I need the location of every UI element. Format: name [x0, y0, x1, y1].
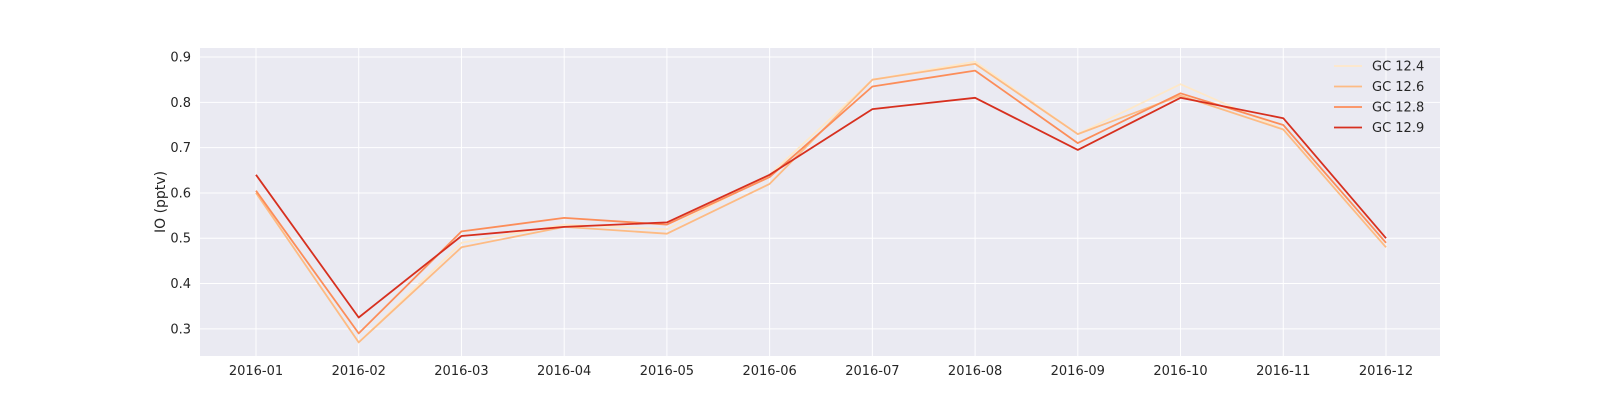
x-tick-label: 2016-03: [434, 364, 488, 379]
x-tick-label: 2016-12: [1359, 364, 1413, 379]
legend-label: GC 12.8: [1372, 101, 1424, 116]
y-tick-labels: 0.3 0.4 0.5 0.6 0.7 0.8 0.9: [170, 51, 191, 338]
x-tick-label: 2016-09: [1051, 364, 1105, 379]
legend-label: GC 12.9: [1372, 121, 1424, 136]
x-tick-label: 2016-05: [640, 364, 694, 379]
grid-lines: [200, 48, 1440, 356]
series-line-4: [255, 96, 1387, 319]
y-tick-label: 0.7: [170, 141, 191, 156]
x-tick-label: 2016-08: [948, 364, 1002, 379]
x-tick-label: 2016-01: [229, 364, 283, 379]
y-tick-label: 0.4: [170, 277, 191, 292]
x-tick-label: 2016-02: [332, 364, 386, 379]
legend-label: GC 12.4: [1372, 60, 1424, 75]
y-tick-label: 0.5: [170, 232, 191, 247]
x-tick-labels: 2016-01 2016-02 2016-03 2016-04 2016-05 2016-…: [229, 364, 1413, 379]
series-line-3: [255, 69, 1387, 335]
legend-label: GC 12.6: [1372, 80, 1424, 95]
legend: GC 12.4 GC 12.6 GC 12.8 GC 12.9: [1334, 60, 1424, 136]
y-tick-label: 0.9: [170, 51, 191, 66]
x-tick-label: 2016-06: [742, 364, 796, 379]
y-tick-label: 0.3: [170, 322, 191, 337]
y-tick-label: 0.6: [170, 186, 191, 201]
y-axis-label: IO (pptv): [153, 171, 169, 233]
x-tick-label: 2016-11: [1256, 364, 1310, 379]
x-tick-label: 2016-07: [845, 364, 899, 379]
x-tick-label: 2016-04: [537, 364, 591, 379]
plot-background: [200, 48, 1440, 356]
x-tick-label: 2016-10: [1153, 364, 1207, 379]
series-line-1: [255, 60, 1387, 344]
y-tick-label: 0.8: [170, 96, 191, 111]
series-lines: [255, 60, 1387, 344]
